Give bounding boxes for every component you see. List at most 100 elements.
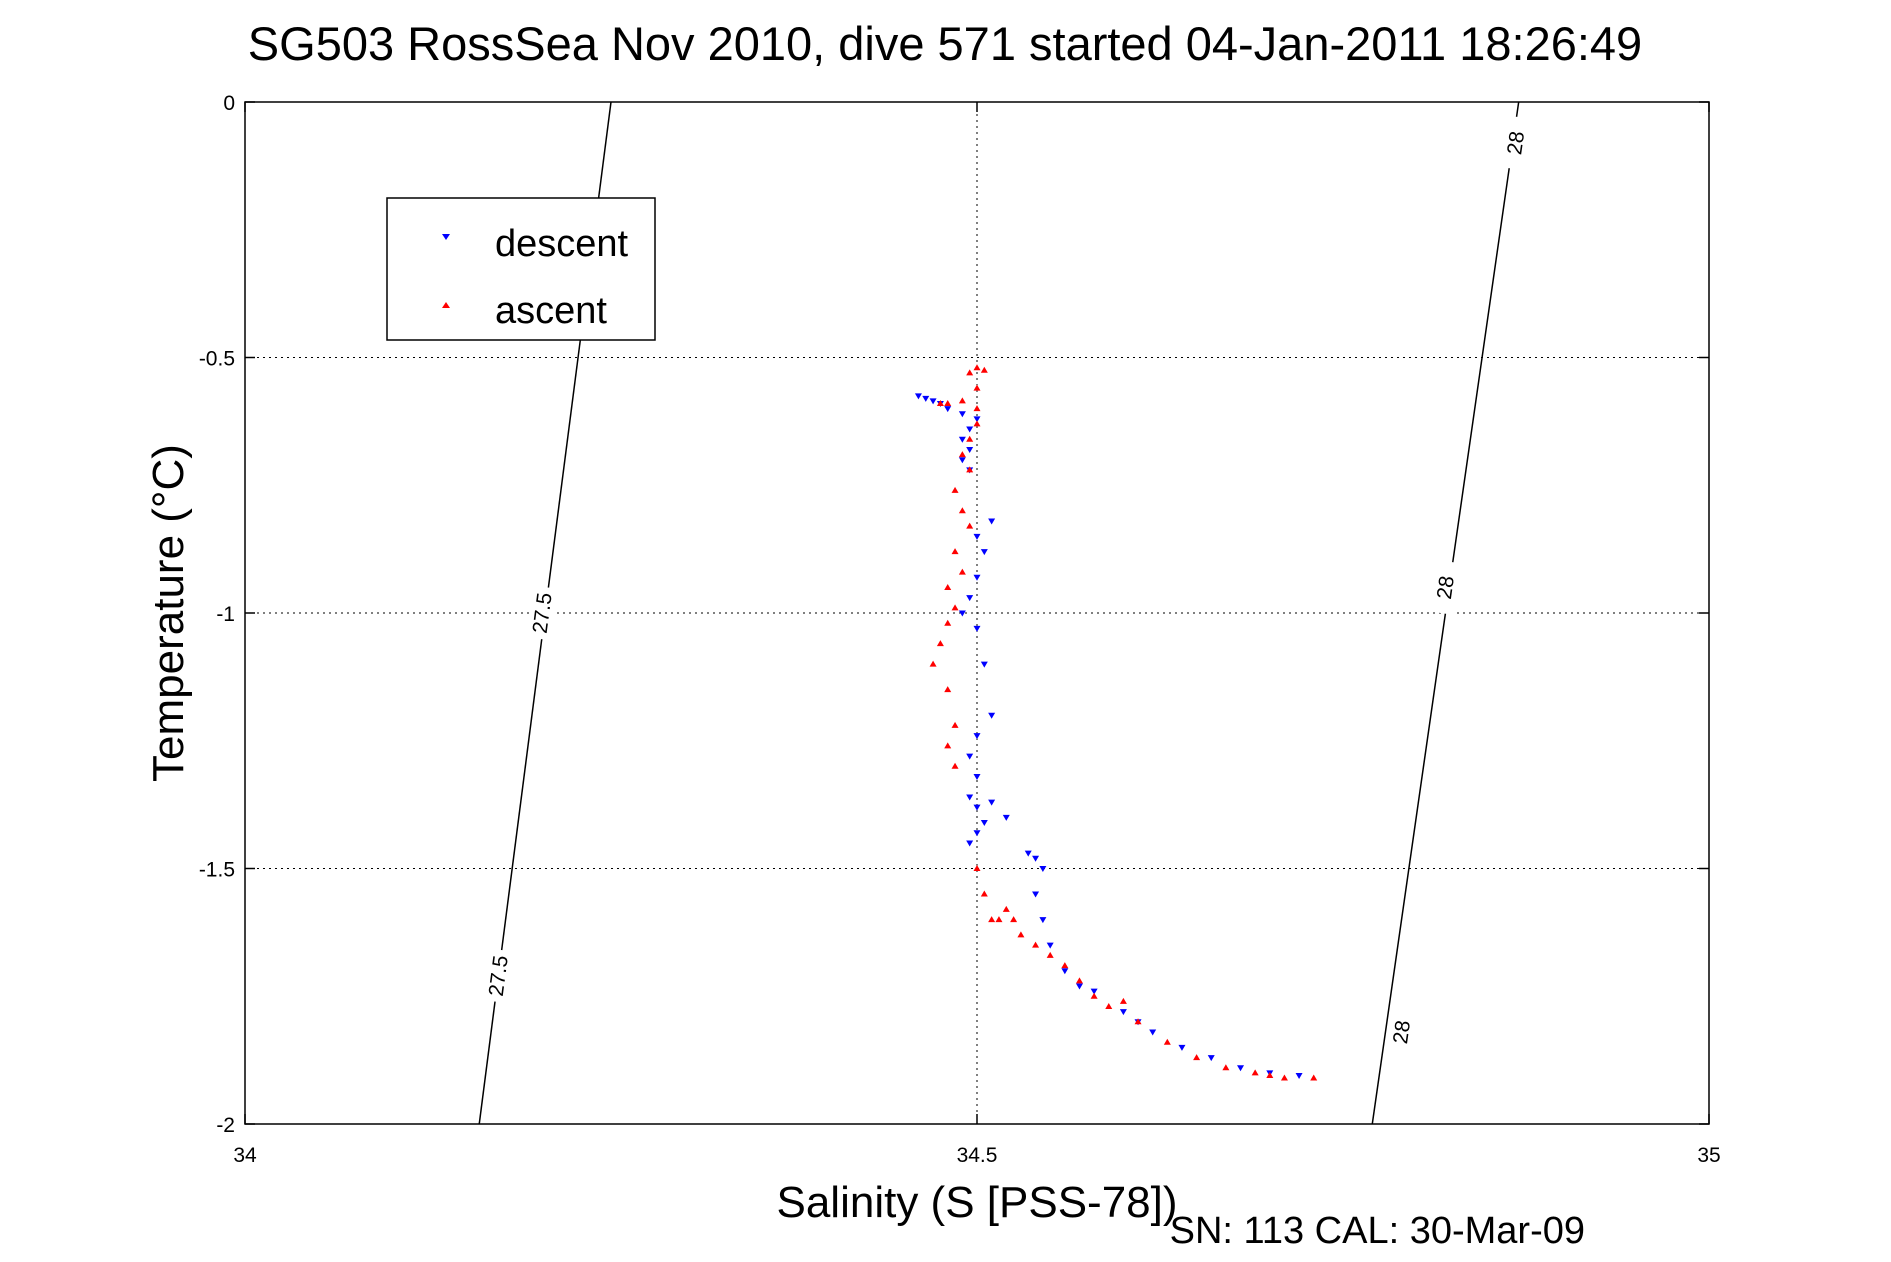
data-point-ascent	[1163, 1038, 1171, 1045]
data-point-ascent	[1010, 916, 1018, 923]
y-axis-label: Temperature (°C)	[144, 444, 193, 782]
contour-label-bg	[526, 585, 558, 641]
legend-label-descent: descent	[495, 223, 629, 265]
data-point-ascent	[944, 742, 952, 749]
data-point-ascent	[944, 686, 952, 693]
chart-title: SG503 RossSea Nov 2010, dive 571 started…	[248, 17, 1642, 70]
data-point-descent	[1032, 855, 1040, 862]
y-tick-label: -2	[216, 1114, 235, 1137]
contour-label: 28	[1389, 1019, 1415, 1045]
data-point-descent	[1024, 850, 1032, 857]
data-point-descent	[966, 753, 974, 760]
data-point-ascent	[1280, 1074, 1288, 1081]
data-point-descent	[980, 549, 988, 556]
data-point-ascent	[988, 916, 996, 923]
data-point-descent	[958, 457, 966, 464]
data-point-descent	[1075, 983, 1083, 990]
data-point-descent	[966, 794, 974, 801]
data-point-ascent	[1310, 1074, 1318, 1081]
data-point-descent	[914, 393, 922, 400]
data-point-descent	[973, 804, 981, 811]
data-point-descent	[1237, 1065, 1245, 1072]
data-point-descent	[1295, 1072, 1303, 1079]
data-point-ascent	[929, 660, 937, 667]
data-point-ascent	[1017, 931, 1025, 938]
data-point-ascent	[973, 364, 981, 371]
data-point-ascent	[958, 397, 966, 404]
x-tick-label: 34	[233, 1144, 257, 1167]
data-point-ascent	[1119, 997, 1127, 1004]
data-point-descent	[966, 840, 974, 847]
data-point-descent	[958, 411, 966, 418]
data-point-descent	[973, 574, 981, 581]
data-point-descent	[1090, 988, 1098, 995]
contour-label: 28	[1503, 130, 1529, 156]
data-point-ascent	[980, 366, 988, 373]
data-point-ascent	[966, 522, 974, 529]
data-point-ascent	[951, 486, 959, 493]
data-point-descent	[973, 830, 981, 837]
x-tick-label: 35	[1697, 1144, 1720, 1167]
y-tick-label: -1	[216, 603, 235, 626]
legend: descent ascent	[386, 197, 656, 341]
data-point-ascent	[1266, 1071, 1274, 1078]
data-point-descent	[973, 533, 981, 540]
data-point-descent	[980, 820, 988, 827]
data-point-ascent	[1032, 941, 1040, 948]
data-point-descent	[1149, 1029, 1157, 1036]
data-point-ascent	[1134, 1018, 1142, 1025]
data-point-ascent	[958, 568, 966, 575]
data-point-descent	[929, 398, 937, 405]
data-point-ascent	[958, 451, 966, 458]
contour-label-bg	[1385, 1004, 1418, 1060]
data-point-descent	[1039, 866, 1047, 872]
data-point-ascent	[936, 640, 944, 647]
data-point-descent	[973, 733, 981, 740]
data-point-descent	[966, 426, 974, 433]
legend-label-ascent: ascent	[495, 290, 607, 332]
data-point-descent	[1119, 1009, 1127, 1016]
data-point-descent	[973, 625, 981, 632]
data-point-ascent	[966, 369, 974, 376]
y-tick-label: -0.5	[199, 348, 235, 371]
data-point-ascent	[1046, 951, 1054, 958]
data-point-descent	[958, 436, 966, 443]
data-point-ascent	[973, 865, 981, 871]
data-point-descent	[1061, 968, 1069, 975]
data-point-ascent	[1105, 1002, 1113, 1009]
data-point-descent	[1207, 1055, 1215, 1062]
data-point-ascent	[1075, 977, 1083, 984]
data-point-ascent	[936, 399, 944, 406]
axis-ticks: 34 34.5 35 0 -0.5 -1 -1.5 -2	[199, 92, 1721, 1167]
y-tick-label: 0	[223, 92, 235, 115]
contour-label: 27.5	[485, 954, 513, 997]
data-point-ascent	[1061, 962, 1069, 969]
y-tick-label: -1.5	[199, 859, 235, 882]
contour-label-bg	[483, 948, 514, 1004]
data-point-descent	[988, 518, 996, 525]
data-point-ascent	[973, 420, 981, 427]
data-point-ascent	[995, 916, 1003, 923]
data-point-ascent	[966, 435, 974, 442]
x-tick-label: 34.5	[957, 1144, 998, 1167]
contour-label-bg	[1500, 115, 1532, 171]
contour-label: 27.5	[529, 591, 557, 634]
data-point-ascent	[973, 384, 981, 391]
data-point-ascent	[951, 762, 959, 769]
data-point-descent	[1039, 917, 1047, 924]
data-point-descent	[988, 799, 996, 806]
data-point-descent	[922, 395, 930, 402]
data-point-ascent	[1002, 905, 1010, 912]
data-point-ascent	[980, 890, 988, 897]
data-point-ascent	[1222, 1064, 1230, 1071]
data-point-ascent	[966, 466, 974, 473]
data-point-descent	[1032, 891, 1040, 898]
data-point-ascent	[951, 604, 959, 611]
data-point-ascent	[944, 583, 952, 590]
data-point-descent	[1046, 942, 1054, 949]
data-point-ascent	[951, 721, 959, 728]
legend-marker-descent	[442, 234, 450, 240]
data-point-descent	[1178, 1044, 1186, 1051]
data-point-descent	[958, 610, 966, 617]
